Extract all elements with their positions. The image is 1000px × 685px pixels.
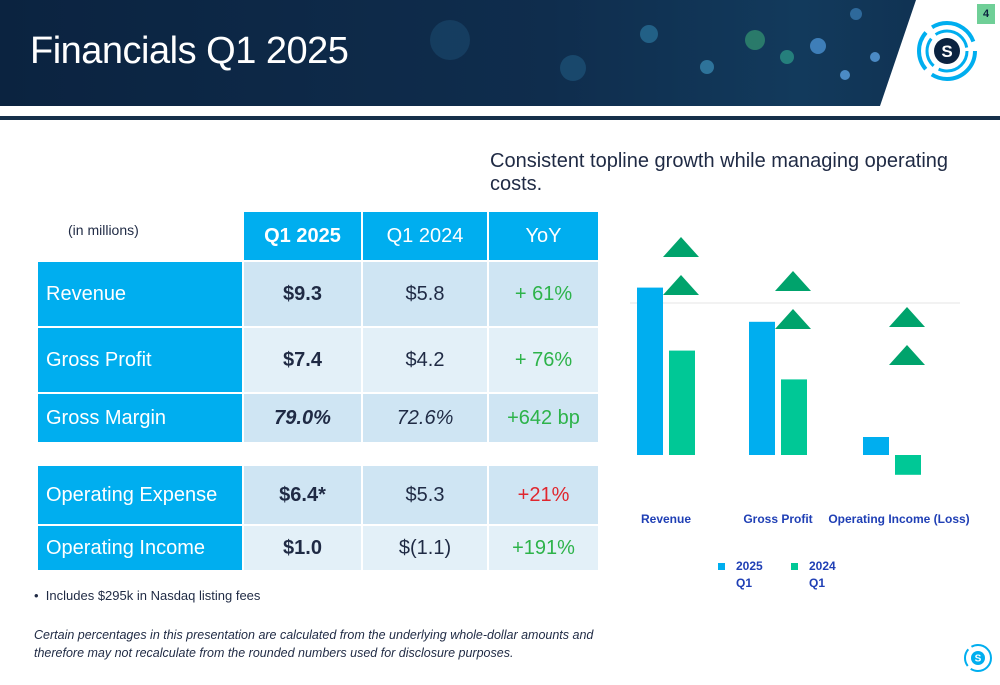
bokeh-light: [430, 20, 470, 60]
legend-label: 2024: [809, 559, 836, 573]
operating-expense-q1-2025: $6.4*: [244, 466, 361, 524]
row-label-gross-profit: Gross Profit: [38, 328, 242, 392]
bar-gross-profit-2024: [781, 379, 807, 455]
legend-swatch-2024: [791, 563, 798, 570]
footnote: • Includes $295k in Nasdaq listing fees: [34, 588, 260, 603]
increase-arrow-icon: [775, 271, 811, 291]
page-number: 4: [977, 4, 995, 24]
bokeh-light: [840, 70, 850, 80]
table-unit-label: (in millions): [68, 222, 139, 238]
category-label: Operating Income (Loss): [828, 512, 969, 526]
bokeh-light: [560, 55, 586, 81]
row-label-operating-income: Operating Income: [38, 526, 242, 570]
legend-label: Q1: [736, 576, 752, 590]
bar-operating-income-loss--2024: [895, 455, 921, 475]
gross-margin-q1-2025: 79.0%: [244, 394, 361, 442]
bullet-icon: •: [34, 588, 46, 603]
increase-arrow-icon: [663, 275, 699, 295]
increase-arrow-icon: [889, 307, 925, 327]
operating-income-yoy: +191%: [489, 526, 598, 570]
svg-text:S: S: [941, 42, 952, 61]
bar-gross-profit-2025: [749, 321, 775, 455]
increase-arrow-icon: [889, 345, 925, 365]
company-s-logo-icon: S: [917, 21, 977, 81]
revenue-q1-2024: $5.8: [363, 262, 487, 326]
legend-label: Q1: [809, 576, 825, 590]
page-title: Financials Q1 2025: [30, 30, 349, 72]
operating-expense-yoy: +21%: [489, 466, 598, 524]
revenue-yoy: + 61%: [489, 262, 598, 326]
operating-expense-q1-2024: $5.3: [363, 466, 487, 524]
footnote-text: Includes $295k in Nasdaq listing fees: [45, 588, 261, 603]
row-label-gross-margin: Gross Margin: [38, 394, 242, 442]
bokeh-light: [745, 30, 765, 50]
svg-text:S: S: [975, 654, 982, 665]
bokeh-light: [870, 52, 880, 62]
increase-arrow-icon: [663, 237, 699, 257]
bokeh-light: [700, 60, 714, 74]
operating-income-q1-2024: $(1.1): [363, 526, 487, 570]
header-background: [0, 0, 1000, 106]
bokeh-light: [640, 25, 658, 43]
comparison-bar-chart: Revenue Gross Profit Operating Income (Los…: [630, 237, 970, 590]
row-label-operating-expense: Operating Expense: [38, 466, 242, 524]
legend-label: 2025: [736, 559, 763, 573]
slide-subtitle: Consistent topline growth while managing…: [490, 150, 949, 195]
legend-swatch-2025: [718, 563, 725, 570]
operating-income-q1-2025: $1.0: [244, 526, 361, 570]
column-header-yoy: YoY: [489, 212, 598, 260]
gross-profit-q1-2024: $4.2: [363, 328, 487, 392]
bar-revenue-2024: [669, 350, 695, 455]
gross-margin-yoy: +642 bp: [489, 394, 598, 442]
bokeh-light: [850, 8, 862, 20]
header-divider: [0, 116, 1000, 120]
gross-profit-q1-2025: $7.4: [244, 328, 361, 392]
bar-revenue-2025: [637, 287, 663, 455]
increase-arrow-icon: [775, 309, 811, 329]
category-label: Gross Profit: [743, 512, 812, 526]
disclaimer: Certain percentages in this presentation…: [34, 628, 594, 660]
category-label: Revenue: [641, 512, 691, 526]
bokeh-light: [780, 50, 794, 64]
revenue-q1-2025: $9.3: [244, 262, 361, 326]
bokeh-light: [810, 38, 826, 54]
gross-profit-yoy: + 76%: [489, 328, 598, 392]
gross-margin-q1-2024: 72.6%: [363, 394, 487, 442]
bar-operating-income-loss--2025: [863, 437, 889, 455]
slide-header: Financials Q1 2025 4 S: [0, 0, 1000, 120]
column-header-q1-2025: Q1 2025: [244, 212, 361, 260]
column-header-q1-2024: Q1 2024: [363, 212, 487, 260]
company-s-logo-small-icon: S: [964, 644, 992, 672]
row-label-revenue: Revenue: [38, 262, 242, 326]
